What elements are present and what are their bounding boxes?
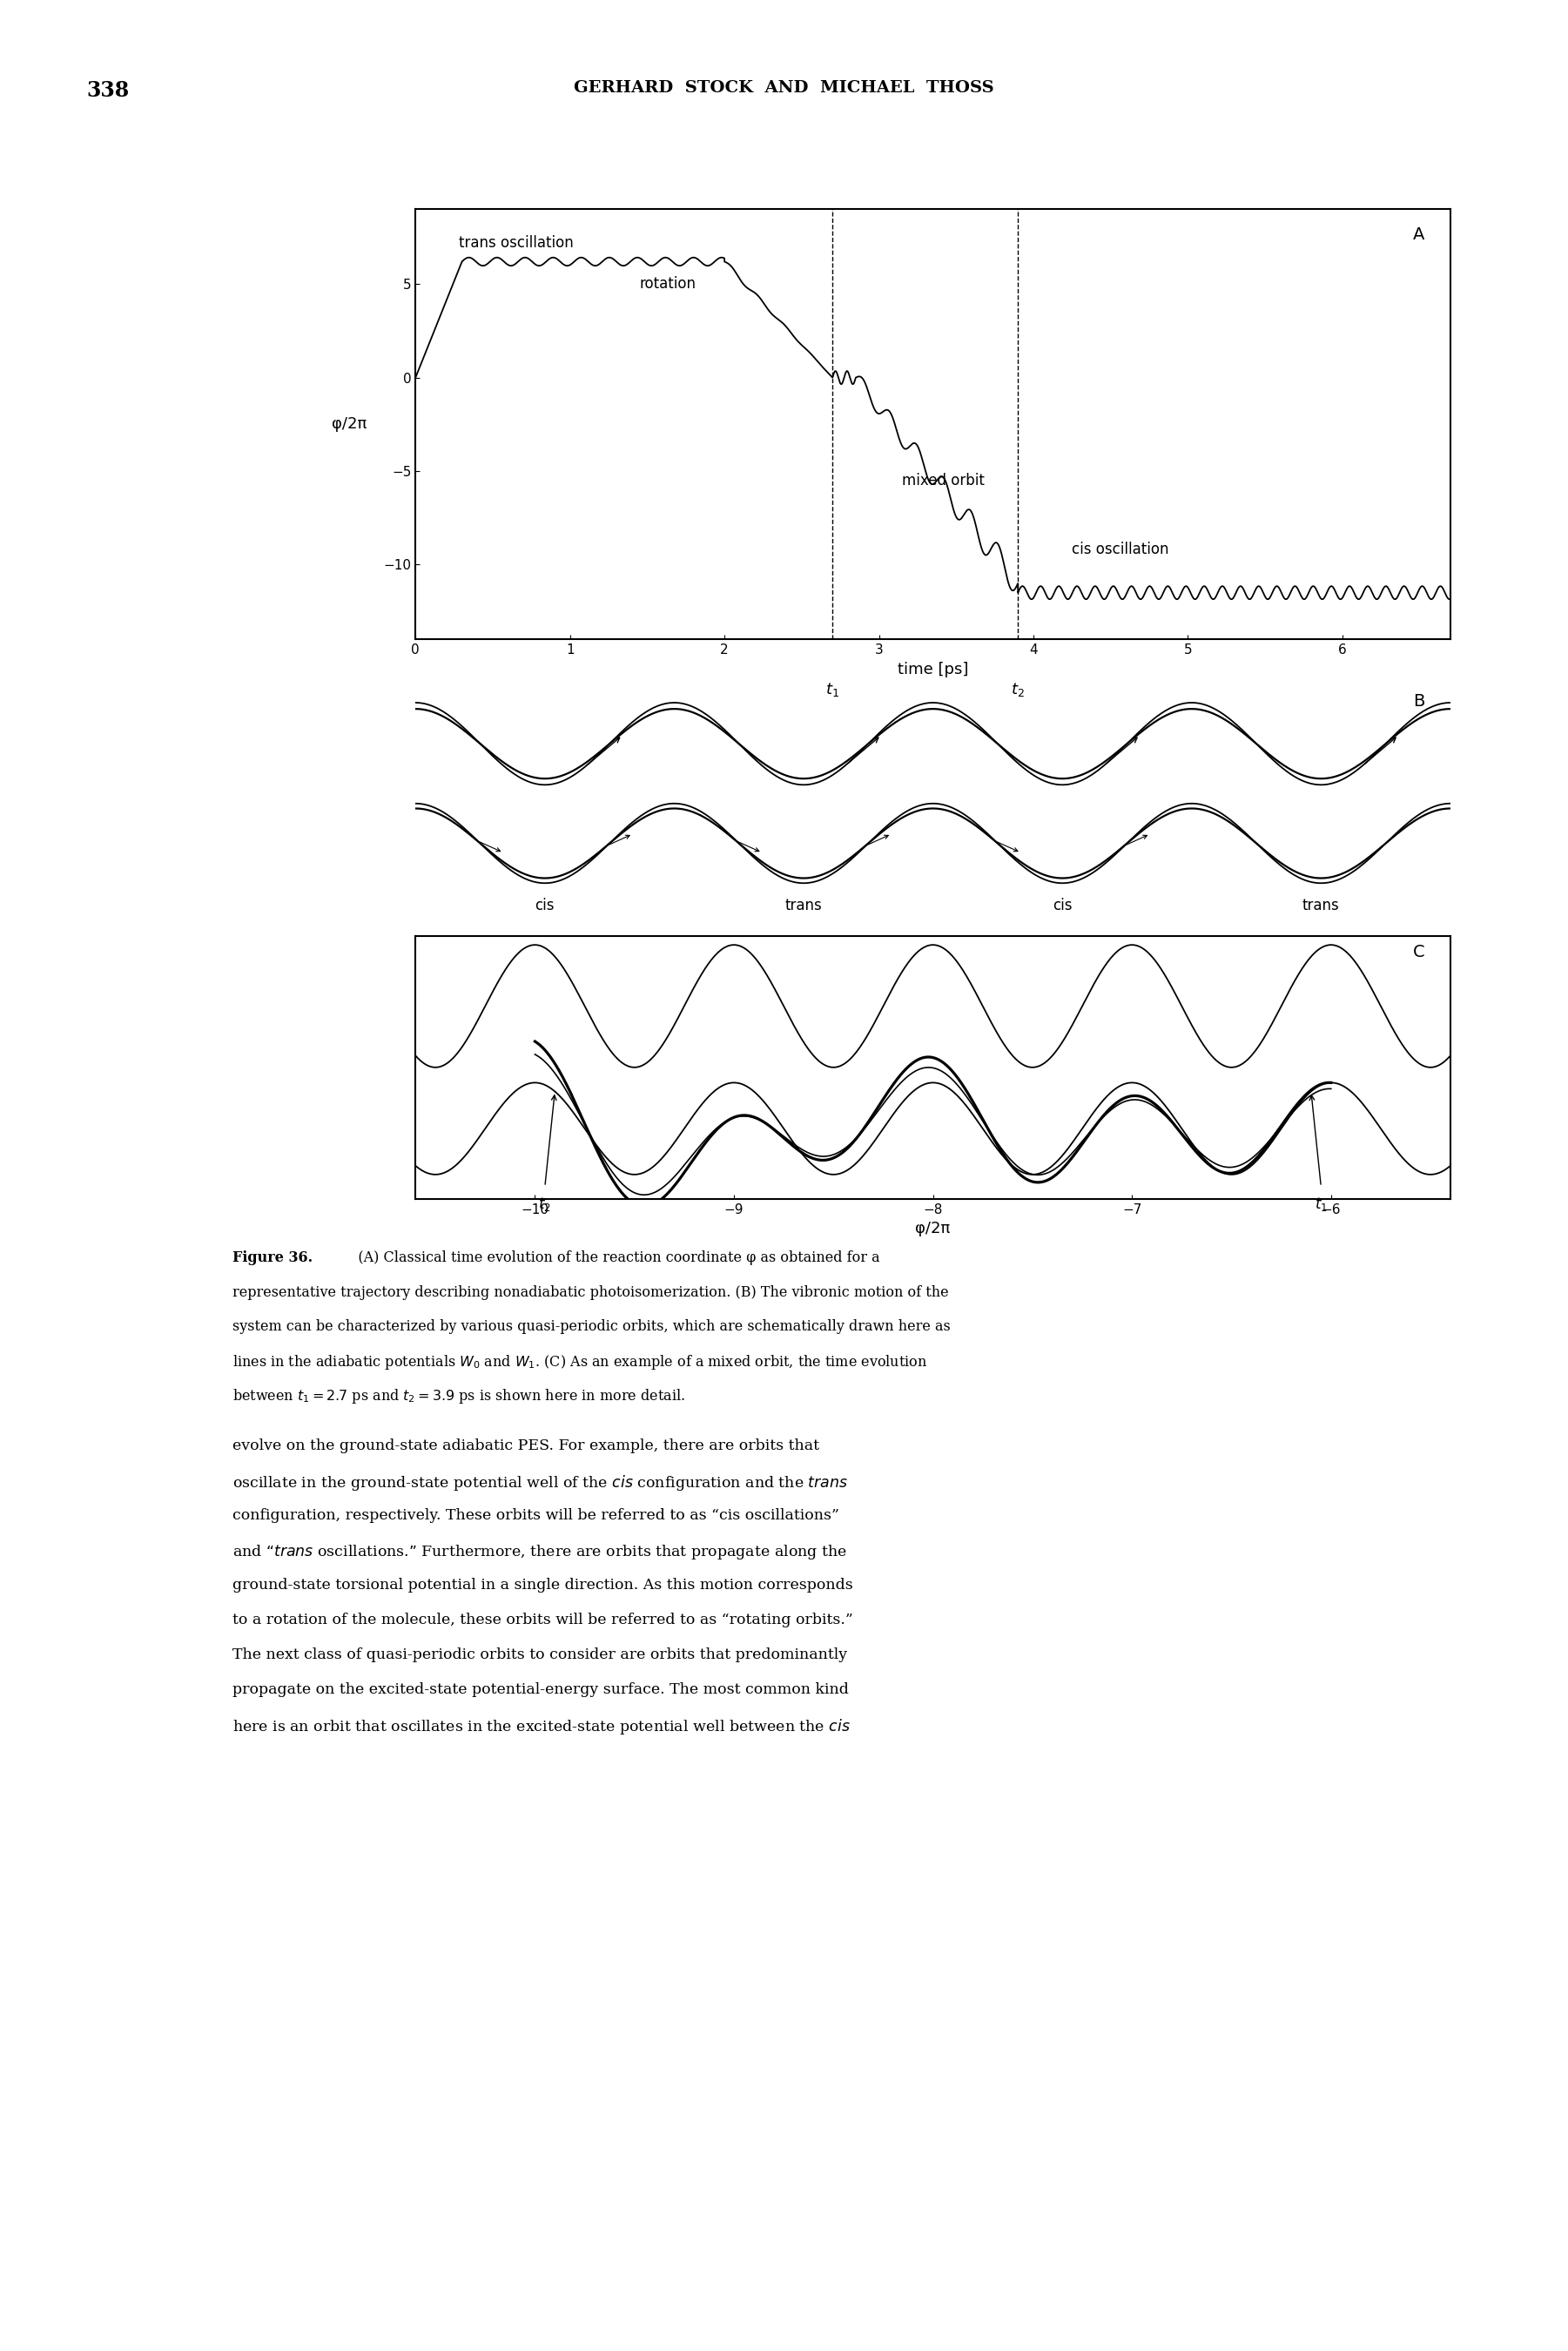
Text: $t_1$: $t_1$ — [826, 682, 839, 698]
Y-axis label: φ/2π: φ/2π — [332, 416, 367, 433]
Text: cis: cis — [535, 898, 555, 915]
Text: 338: 338 — [86, 80, 129, 101]
Text: $t_2$: $t_2$ — [538, 1197, 552, 1213]
Text: cis: cis — [1052, 898, 1073, 915]
Text: between $t_1 = 2.7$ ps and $t_2 = 3.9$ ps is shown here in more detail.: between $t_1 = 2.7$ ps and $t_2 = 3.9$ p… — [232, 1387, 685, 1406]
Text: configuration, respectively. These orbits will be referred to as “cis oscillatio: configuration, respectively. These orbit… — [232, 1509, 839, 1523]
Text: lines in the adiabatic potentials $W_0$ and $W_1$. (C) As an example of a mixed : lines in the adiabatic potentials $W_0$ … — [232, 1354, 927, 1371]
Text: A: A — [1413, 226, 1424, 242]
X-axis label: time [ps]: time [ps] — [897, 661, 969, 677]
Text: ground-state torsional potential in a single direction. As this motion correspon: ground-state torsional potential in a si… — [232, 1578, 853, 1592]
Text: $t_1$: $t_1$ — [1314, 1197, 1328, 1213]
Text: The next class of quasi-periodic orbits to consider are orbits that predominantl: The next class of quasi-periodic orbits … — [232, 1648, 847, 1662]
Text: Figure 36.: Figure 36. — [232, 1251, 312, 1265]
Text: GERHARD  STOCK  AND  MICHAEL  THOSS: GERHARD STOCK AND MICHAEL THOSS — [574, 80, 994, 96]
Text: oscillate in the ground-state potential well of the $\mathit{cis}$ configuration: oscillate in the ground-state potential … — [232, 1474, 848, 1493]
Text: here is an orbit that oscillates in the excited-state potential well between the: here is an orbit that oscillates in the … — [232, 1716, 850, 1737]
Text: propagate on the excited-state potential-energy surface. The most common kind: propagate on the excited-state potential… — [232, 1683, 848, 1697]
Text: C: C — [1413, 943, 1424, 959]
Text: trans: trans — [1303, 898, 1339, 915]
Text: trans oscillation: trans oscillation — [459, 235, 574, 252]
Text: $t_2$: $t_2$ — [1011, 682, 1025, 698]
X-axis label: φ/2π: φ/2π — [916, 1220, 950, 1237]
Text: system can be characterized by various quasi-periodic orbits, which are schemati: system can be characterized by various q… — [232, 1319, 950, 1333]
Text: representative trajectory describing nonadiabatic photoisomerization. (B) The vi: representative trajectory describing non… — [232, 1284, 949, 1300]
Text: (A) Classical time evolution of the reaction coordinate φ as obtained for a: (A) Classical time evolution of the reac… — [345, 1251, 880, 1265]
Text: cis oscillation: cis oscillation — [1073, 541, 1170, 557]
Text: rotation: rotation — [640, 275, 696, 292]
Text: and “$\mathit{trans}$ oscillations.” Furthermore, there are orbits that propagat: and “$\mathit{trans}$ oscillations.” Fur… — [232, 1542, 847, 1561]
Text: mixed orbit: mixed orbit — [902, 473, 985, 489]
Text: to a rotation of the molecule, these orbits will be referred to as “rotating orb: to a rotation of the molecule, these orb… — [232, 1613, 853, 1627]
Text: evolve on the ground-state adiabatic PES. For example, there are orbits that: evolve on the ground-state adiabatic PES… — [232, 1439, 818, 1453]
Text: B: B — [1413, 694, 1424, 710]
Text: trans: trans — [786, 898, 822, 915]
